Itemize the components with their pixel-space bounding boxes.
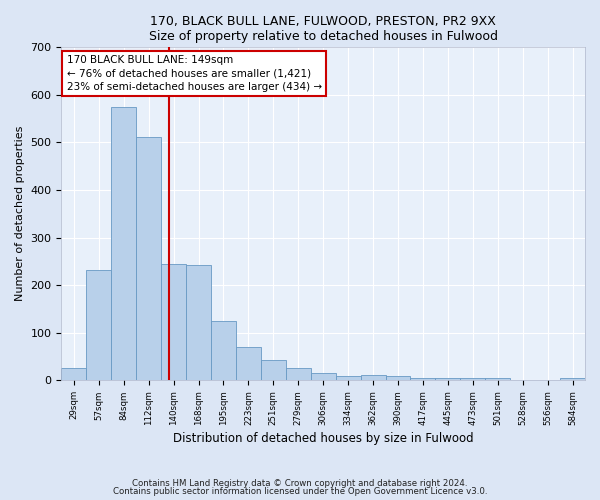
X-axis label: Distribution of detached houses by size in Fulwood: Distribution of detached houses by size …: [173, 432, 473, 445]
Bar: [86, 270, 111, 380]
Bar: [560, 378, 585, 380]
Bar: [436, 378, 460, 380]
Bar: [261, 360, 286, 380]
Title: 170, BLACK BULL LANE, FULWOOD, PRESTON, PR2 9XX
Size of property relative to det: 170, BLACK BULL LANE, FULWOOD, PRESTON, …: [149, 15, 498, 43]
Bar: [410, 378, 436, 380]
Bar: [111, 106, 136, 380]
Bar: [236, 347, 261, 380]
Y-axis label: Number of detached properties: Number of detached properties: [15, 126, 25, 302]
Text: Contains public sector information licensed under the Open Government Licence v3: Contains public sector information licen…: [113, 487, 487, 496]
Bar: [361, 374, 386, 380]
Bar: [136, 136, 161, 380]
Bar: [386, 376, 410, 380]
Bar: [286, 368, 311, 380]
Bar: [186, 265, 211, 380]
Text: 170 BLACK BULL LANE: 149sqm
← 76% of detached houses are smaller (1,421)
23% of : 170 BLACK BULL LANE: 149sqm ← 76% of det…: [67, 56, 322, 92]
Bar: [211, 321, 236, 380]
Bar: [61, 368, 86, 380]
Bar: [335, 376, 361, 380]
Bar: [311, 373, 335, 380]
Text: Contains HM Land Registry data © Crown copyright and database right 2024.: Contains HM Land Registry data © Crown c…: [132, 478, 468, 488]
Bar: [485, 378, 510, 380]
Bar: [161, 264, 186, 380]
Bar: [460, 378, 485, 380]
